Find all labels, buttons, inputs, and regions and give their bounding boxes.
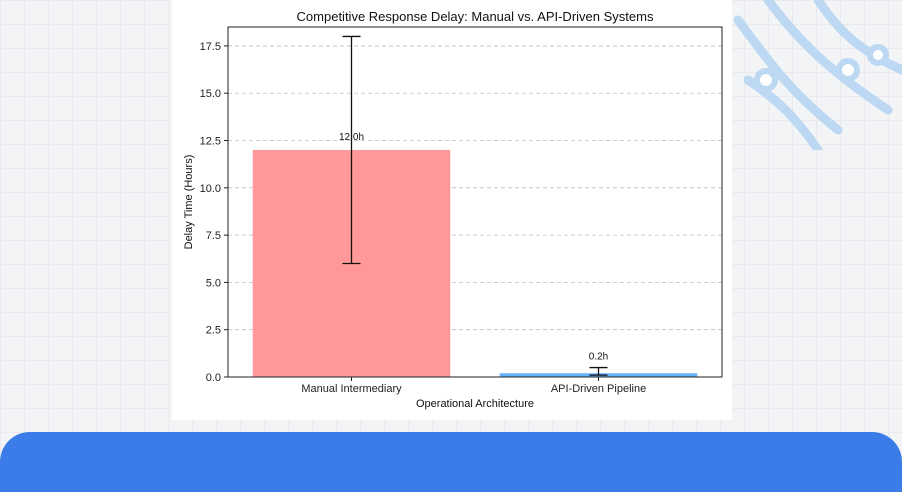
circuit-decoration-icon (733, 0, 902, 150)
y-tick-label: 0.0 (206, 372, 221, 384)
y-tick-label: 17.5 (200, 41, 221, 53)
y-tick-label: 5.0 (206, 277, 221, 289)
y-tick-label: 2.5 (206, 325, 221, 337)
chart-card: Competitive Response Delay: Manual vs. A… (172, 0, 732, 420)
plot-area: 0.0 2.5 5.0 7.5 10.0 12.5 15.0 17.5 12.0h Manual … (200, 26, 723, 395)
x-tick-label: Manual Intermediary (301, 383, 402, 395)
y-tick-label: 15.0 (200, 88, 221, 100)
x-tick-label: API-Driven Pipeline (551, 383, 646, 395)
y-tick-label: 7.5 (206, 230, 221, 242)
y-tick-label: 10.0 (200, 183, 221, 195)
bar-value-label: 0.2h (589, 352, 608, 363)
chart-title: Competitive Response Delay: Manual vs. A… (297, 9, 654, 24)
y-axis-label: Delay Time (Hours) (183, 155, 195, 250)
bar-chart: Competitive Response Delay: Manual vs. A… (183, 9, 723, 410)
y-tick-label: 12.5 (200, 136, 221, 148)
x-axis-label: Operational Architecture (416, 398, 534, 410)
bar-value-label: 12.0h (339, 132, 364, 143)
plot-frame (227, 26, 723, 378)
blue-footer-band (0, 432, 902, 492)
